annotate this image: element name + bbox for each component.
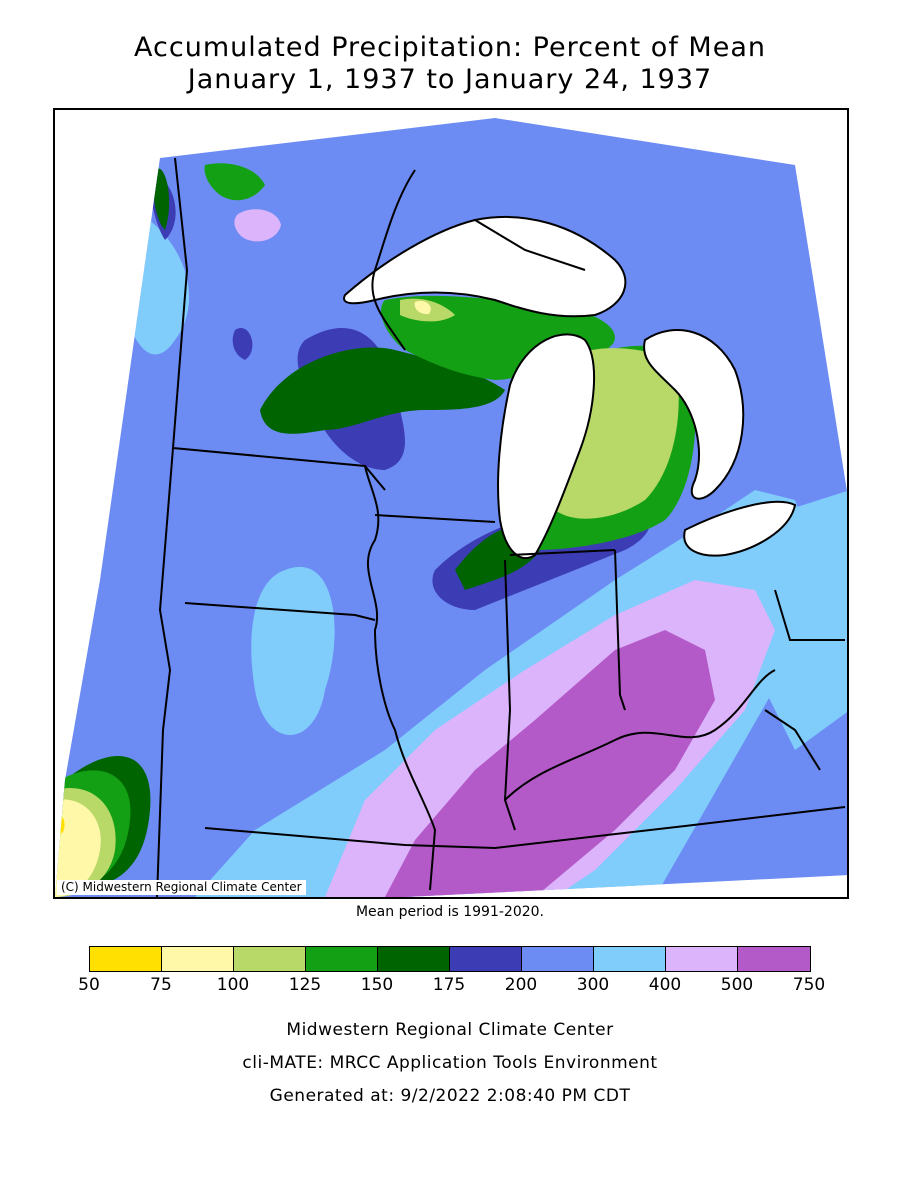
copyright-notice: (C) Midwestern Regional Climate Center: [57, 880, 306, 895]
legend-swatch: [90, 947, 162, 971]
legend-tick-label: 400: [648, 975, 682, 995]
border-ia-mo: [184, 602, 376, 621]
legend-tick-label: 300: [576, 975, 610, 995]
legend-swatch: [378, 947, 450, 971]
legend-tick-label: 50: [78, 975, 100, 995]
map-date-range: January 1, 1937 to January 24, 1937: [187, 64, 713, 95]
border-ohio-river: [504, 669, 776, 801]
legend-swatch: [738, 947, 810, 971]
fill-150-175-wi: [260, 347, 505, 434]
fill-75-100-up: [414, 300, 431, 315]
state-boundaries: [156, 157, 846, 897]
fill-75-100-sw: [55, 799, 101, 897]
color-legend: [89, 946, 811, 972]
legend-swatch: [522, 947, 594, 971]
precipitation-map: (C) Midwestern Regional Climate Center: [53, 108, 849, 899]
legend-tick-label: 750: [792, 975, 826, 995]
fill-125-150-mn: [204, 163, 265, 201]
border-up: [474, 219, 586, 271]
legend-swatch: [162, 947, 234, 971]
border-wi-il: [374, 514, 496, 523]
legend-tick-label: 500: [720, 975, 754, 995]
border-il-in: [503, 559, 516, 831]
footer-generated-time: Generated at: 9/2/2022 2:08:40 PM CDT: [269, 1086, 631, 1106]
mean-period-note: Mean period is 1991-2020.: [355, 904, 545, 920]
fill-500-750: [385, 630, 715, 897]
border-in-oh: [614, 549, 626, 711]
border-in-mi: [509, 549, 616, 556]
legend-tick-label: 175: [432, 975, 466, 995]
border-mississippi: [364, 465, 437, 891]
lake-michigan: [497, 333, 595, 560]
legend-swatch: [450, 947, 522, 971]
fill-300-400-east: [725, 490, 847, 750]
map-title: Accumulated Precipitation: Percent of Me…: [134, 32, 766, 63]
fill-175-200-mn: [232, 327, 253, 360]
footer-tool-name: cli-MATE: MRCC Application Tools Environ…: [242, 1053, 658, 1073]
legend-tick-label: 75: [150, 975, 172, 995]
lake-erie: [683, 500, 797, 557]
border-wv-va: [764, 709, 821, 771]
lake-superior: [343, 216, 627, 318]
legend-swatch: [594, 947, 666, 971]
legend-tick-label: 200: [504, 975, 538, 995]
footer-organization: Midwestern Regional Climate Center: [286, 1020, 614, 1040]
border-oh-pa: [774, 589, 845, 641]
lake-huron: [643, 329, 745, 500]
border-mn-wi: [371, 169, 416, 351]
border-west-dakotas: [156, 157, 189, 897]
great-lakes: [343, 216, 797, 560]
legend-tick-label: 125: [288, 975, 322, 995]
border-mo-ar-tn: [204, 806, 846, 850]
legend-tick-label: 100: [216, 975, 250, 995]
fill-400-500-mn: [234, 209, 281, 242]
map-canvas: [55, 118, 847, 897]
legend-swatch: [666, 947, 738, 971]
legend-swatch: [306, 947, 378, 971]
legend-tick-label: 150: [360, 975, 394, 995]
legend-swatch: [234, 947, 306, 971]
fill-150-175-nw: [153, 168, 170, 230]
